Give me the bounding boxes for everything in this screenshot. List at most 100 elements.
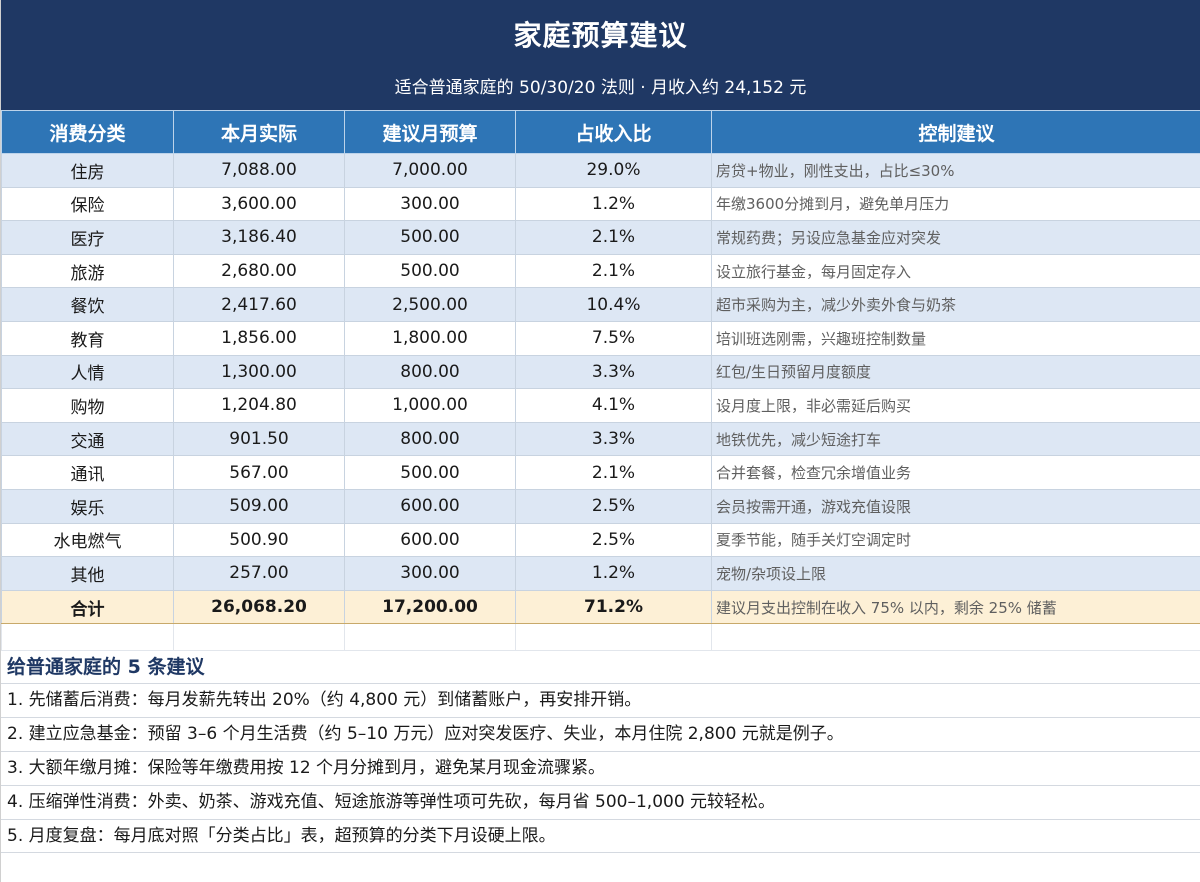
cell-ratio[interactable]: 2.5% (515, 522, 712, 558)
empty-cell[interactable] (173, 623, 345, 652)
table-row: 教育 1,856.00 1,800.00 7.5% 培训班选刚需，兴趣班控制数量 (1, 320, 1200, 356)
cell-category[interactable]: 水电燃气 (1, 522, 174, 558)
table-row: 娱乐 509.00 600.00 2.5% 会员按需开通，游戏充值设限 (1, 488, 1200, 524)
cell-budget[interactable]: 500.00 (344, 253, 516, 289)
table-row: 医疗 3,186.40 500.00 2.1% 常规药费；另设应急基金应对突发 (1, 220, 1200, 255)
cell-category[interactable]: 购物 (1, 388, 174, 423)
cell-ratio[interactable]: 3.3% (515, 354, 712, 390)
tip-item: 5. 月度复盘：每月底对照「分类占比」表，超预算的分类下月设硬上限。 (1, 820, 1200, 854)
cell-actual[interactable]: 2,417.60 (173, 287, 345, 322)
empty-cell[interactable] (515, 623, 712, 652)
cell-category[interactable]: 人情 (1, 354, 174, 390)
cell-budget[interactable]: 2,500.00 (344, 287, 516, 322)
cell-ratio[interactable]: 3.3% (515, 421, 712, 457)
cell-ratio[interactable]: 1.2% (515, 556, 712, 591)
table-row: 水电燃气 500.90 600.00 2.5% 夏季节能，随手关灯空调定时 (1, 522, 1200, 558)
tip-item: 1. 先储蓄后消费：每月发薪先转出 20%（约 4,800 元）到储蓄账户，再安… (1, 684, 1200, 719)
cell-category[interactable]: 医疗 (1, 220, 174, 255)
cell-budget[interactable]: 600.00 (344, 488, 516, 524)
total-actual[interactable]: 26,068.20 (173, 589, 345, 625)
cell-budget[interactable]: 800.00 (344, 354, 516, 390)
cell-category[interactable]: 教育 (1, 320, 174, 356)
cell-budget[interactable]: 500.00 (344, 455, 516, 490)
table-row: 餐饮 2,417.60 2,500.00 10.4% 超市采购为主，减少外卖外食… (1, 287, 1200, 322)
table-row: 人情 1,300.00 800.00 3.3% 红包/生日预留月度额度 (1, 354, 1200, 390)
total-category[interactable]: 合计 (1, 589, 174, 625)
cell-ratio[interactable]: 2.5% (515, 488, 712, 524)
column-header-category[interactable]: 消费分类 (1, 110, 174, 154)
cell-ratio[interactable]: 2.1% (515, 253, 712, 289)
cell-advice[interactable]: 常规药费；另设应急基金应对突发 (711, 220, 1200, 255)
cell-category[interactable]: 餐饮 (1, 287, 174, 322)
cell-advice[interactable]: 房贷+物业，刚性支出，占比≤30% (711, 153, 1200, 188)
cell-budget[interactable]: 300.00 (344, 186, 516, 222)
cell-actual[interactable]: 257.00 (173, 556, 345, 591)
cell-advice[interactable]: 宠物/杂项设上限 (711, 556, 1200, 591)
cell-advice[interactable]: 红包/生日预留月度额度 (711, 354, 1200, 390)
cell-advice[interactable]: 超市采购为主，减少外卖外食与奶茶 (711, 287, 1200, 322)
cell-budget[interactable]: 1,800.00 (344, 320, 516, 356)
cell-actual[interactable]: 901.50 (173, 421, 345, 457)
cell-actual[interactable]: 2,680.00 (173, 253, 345, 289)
cell-actual[interactable]: 1,204.80 (173, 388, 345, 423)
total-ratio[interactable]: 71.2% (515, 589, 712, 625)
table-row: 购物 1,204.80 1,000.00 4.1% 设月度上限，非必需延后购买 (1, 388, 1200, 423)
cell-ratio[interactable]: 1.2% (515, 186, 712, 222)
cell-budget[interactable]: 300.00 (344, 556, 516, 591)
cell-budget[interactable]: 7,000.00 (344, 153, 516, 188)
empty-cell[interactable] (711, 623, 1200, 652)
column-header-ratio[interactable]: 占收入比 (515, 110, 712, 154)
cell-category[interactable]: 娱乐 (1, 488, 174, 524)
cell-actual[interactable]: 500.90 (173, 522, 345, 558)
table-row: 通讯 567.00 500.00 2.1% 合并套餐，检查冗余增值业务 (1, 455, 1200, 490)
cell-category[interactable]: 旅游 (1, 253, 174, 289)
table-row: 交通 901.50 800.00 3.3% 地铁优先，减少短途打车 (1, 421, 1200, 457)
cell-actual[interactable]: 7,088.00 (173, 153, 345, 188)
cell-advice[interactable]: 年缴3600分摊到月，避免单月压力 (711, 186, 1200, 222)
cell-actual[interactable]: 567.00 (173, 455, 345, 490)
total-budget[interactable]: 17,200.00 (344, 589, 516, 625)
cell-category[interactable]: 交通 (1, 421, 174, 457)
cell-budget[interactable]: 1,000.00 (344, 388, 516, 423)
page-title: 家庭预算建议 (513, 19, 688, 52)
cell-ratio[interactable]: 4.1% (515, 388, 712, 423)
title-band: 家庭预算建议 适合普通家庭的 50/30/20 法则 · 月收入约 24,152… (1, 0, 1200, 110)
cell-advice[interactable]: 合并套餐，检查冗余增值业务 (711, 455, 1200, 490)
cell-category[interactable]: 通讯 (1, 455, 174, 490)
cell-category[interactable]: 保险 (1, 186, 174, 222)
tip-item: 4. 压缩弹性消费：外卖、奶茶、游戏充值、短途旅游等弹性项可先砍，每月省 500… (1, 786, 1200, 820)
column-header-budget[interactable]: 建议月预算 (344, 110, 516, 154)
cell-ratio[interactable]: 10.4% (515, 287, 712, 322)
table-header-row: 消费分类 本月实际 建议月预算 占收入比 控制建议 (1, 110, 1200, 154)
total-advice[interactable]: 建议月支出控制在收入 75% 以内，剩余 25% 储蓄 (711, 589, 1200, 625)
cell-advice[interactable]: 地铁优先，减少短途打车 (711, 421, 1200, 457)
cell-actual[interactable]: 3,186.40 (173, 220, 345, 255)
cell-actual[interactable]: 3,600.00 (173, 186, 345, 222)
cell-advice[interactable]: 设月度上限，非必需延后购买 (711, 388, 1200, 423)
cell-advice[interactable]: 会员按需开通，游戏充值设限 (711, 488, 1200, 524)
cell-ratio[interactable]: 7.5% (515, 320, 712, 356)
table-row: 保险 3,600.00 300.00 1.2% 年缴3600分摊到月，避免单月压… (1, 186, 1200, 222)
cell-budget[interactable]: 600.00 (344, 522, 516, 558)
empty-cell[interactable] (1, 623, 174, 652)
tip-item: 2. 建立应急基金：预留 3–6 个月生活费（约 5–10 万元）应对突发医疗、… (1, 718, 1200, 752)
cell-budget[interactable]: 500.00 (344, 220, 516, 255)
cell-advice[interactable]: 设立旅行基金，每月固定存入 (711, 253, 1200, 289)
tip-item: 3. 大额年缴月摊：保险等年缴费用按 12 个月分摊到月，避免某月现金流骤紧。 (1, 752, 1200, 786)
tips-title: 给普通家庭的 5 条建议 (1, 651, 1200, 685)
empty-cell[interactable] (344, 623, 516, 652)
cell-ratio[interactable]: 29.0% (515, 153, 712, 188)
cell-actual[interactable]: 509.00 (173, 488, 345, 524)
cell-actual[interactable]: 1,300.00 (173, 354, 345, 390)
empty-row (1, 623, 1200, 652)
cell-actual[interactable]: 1,856.00 (173, 320, 345, 356)
cell-advice[interactable]: 培训班选刚需，兴趣班控制数量 (711, 320, 1200, 356)
cell-category[interactable]: 住房 (1, 153, 174, 188)
cell-ratio[interactable]: 2.1% (515, 220, 712, 255)
column-header-actual[interactable]: 本月实际 (173, 110, 345, 154)
cell-advice[interactable]: 夏季节能，随手关灯空调定时 (711, 522, 1200, 558)
column-header-advice[interactable]: 控制建议 (711, 110, 1200, 154)
cell-category[interactable]: 其他 (1, 556, 174, 591)
cell-budget[interactable]: 800.00 (344, 421, 516, 457)
cell-ratio[interactable]: 2.1% (515, 455, 712, 490)
